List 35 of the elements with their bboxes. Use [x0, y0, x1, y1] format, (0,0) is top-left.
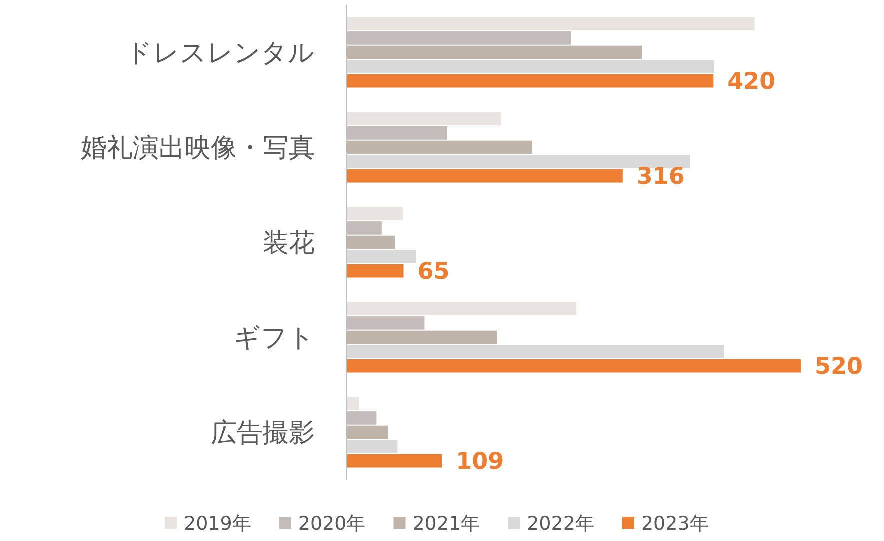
bar [347, 330, 498, 344]
legend-label: 2023年 [641, 513, 709, 535]
y-tick-label: ギフト [234, 324, 315, 354]
bar [347, 250, 416, 264]
bar [347, 264, 404, 278]
data-label: 109 [456, 449, 504, 476]
data-label: 316 [636, 164, 685, 190]
data-label: 65 [418, 259, 450, 286]
y-tick-label: 婚礼演出映像・写真 [81, 134, 315, 164]
legend-label: 2019年 [184, 513, 252, 535]
bar [347, 46, 642, 60]
y-tick-label: 広告撮影 [211, 418, 315, 448]
bar [347, 17, 755, 31]
legend-label: 2020年 [298, 513, 366, 535]
data-label: 420 [728, 69, 776, 96]
bar [347, 74, 714, 88]
bar [347, 155, 690, 168]
data-label: 520 [814, 354, 863, 380]
bar [347, 359, 801, 373]
bar [347, 440, 398, 454]
bar [347, 207, 403, 221]
y-tick-label: ドレスレンタル [126, 38, 315, 68]
y-tick-label: 装花 [263, 228, 315, 258]
bar [347, 236, 396, 250]
bar [347, 302, 577, 316]
bar [347, 169, 623, 183]
legend-label: 2021年 [412, 513, 480, 535]
bar [347, 454, 442, 468]
bar [347, 345, 724, 358]
bar [347, 140, 532, 154]
bar [347, 426, 388, 440]
bar [347, 112, 502, 126]
bar [347, 397, 360, 411]
bar [347, 60, 715, 74]
legend-label: 2022年 [527, 513, 594, 535]
